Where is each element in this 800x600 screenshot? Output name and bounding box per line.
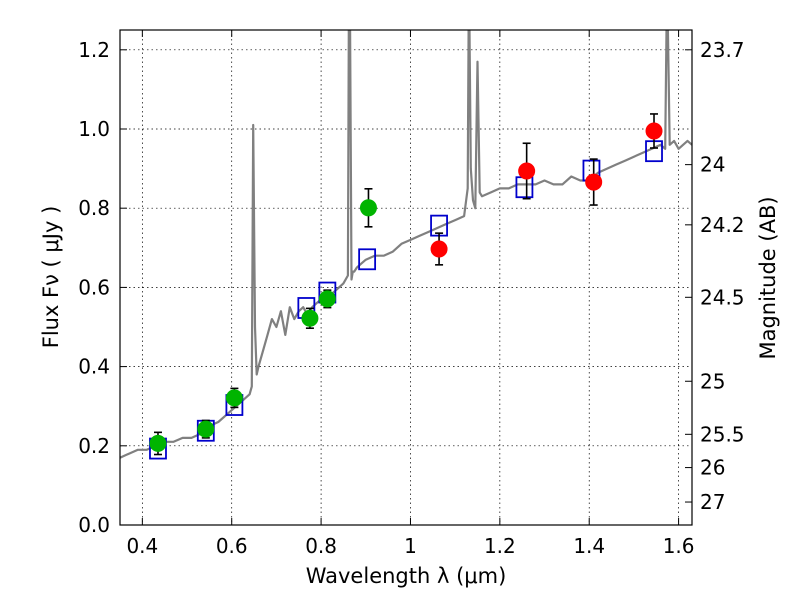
y-axis-title: Flux Fν ( μJy ) — [39, 206, 63, 349]
y2-tick-label: 24.5 — [700, 285, 745, 309]
plot-area — [120, 30, 692, 460]
grid-lines — [120, 30, 692, 526]
spectrum-line — [120, 30, 692, 459]
y2-tick-label: 23.7 — [700, 38, 745, 62]
x-tick-label: 0.8 — [305, 534, 337, 558]
y-tick-label: 0.4 — [78, 355, 110, 379]
y-tick-label: 0.2 — [78, 434, 110, 458]
y2-tick-label: 25.5 — [700, 422, 745, 446]
axis-ticks: 0.4 0.6 0.8 1 1.2 1.4 1.6 0.0 0.2 0.4 0.6 0.8 1.0 1.2… — [78, 30, 745, 558]
photometry-point — [149, 434, 167, 452]
x-tick-label: 1.2 — [484, 534, 516, 558]
y2-tick-label: 25 — [700, 369, 725, 393]
y-tick-label: 0.6 — [78, 275, 110, 299]
y2-tick-label: 24 — [700, 153, 725, 177]
x-axis-title: Wavelength λ (μm) — [306, 564, 507, 588]
photometry-point — [359, 199, 377, 217]
y-tick-label: 0.8 — [78, 196, 110, 220]
x-tick-label: 1.6 — [663, 534, 695, 558]
photometry-point — [225, 389, 243, 407]
photometry-point — [318, 290, 336, 308]
photometry-point — [197, 420, 215, 438]
y-tick-label: 0.0 — [78, 513, 110, 537]
y2-tick-label: 27 — [700, 490, 725, 514]
x-tick-label: 1 — [404, 534, 417, 558]
photometry-point — [645, 122, 663, 140]
photometry-point — [430, 240, 448, 258]
y2-tick-label: 24.2 — [700, 213, 745, 237]
y2-axis-title: Magnitude (AB) — [756, 196, 780, 359]
photometry-point — [518, 162, 536, 180]
x-tick-label: 0.4 — [126, 534, 158, 558]
model-photometry-point — [515, 176, 534, 199]
x-tick-label: 1.4 — [573, 534, 605, 558]
y-tick-label: 1.0 — [78, 117, 110, 141]
x-tick-label: 0.6 — [216, 534, 248, 558]
photometry-point — [301, 309, 319, 327]
plot-frame — [119, 29, 693, 526]
y-tick-label: 1.2 — [78, 38, 110, 62]
y2-tick-label: 26 — [700, 456, 725, 480]
photometry-point — [585, 173, 603, 191]
model-photometry-point — [358, 248, 377, 271]
